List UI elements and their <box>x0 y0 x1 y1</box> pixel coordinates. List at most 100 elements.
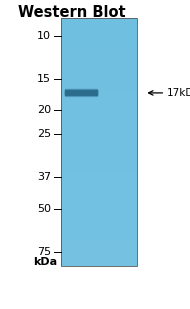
Bar <box>61 176 137 178</box>
Bar <box>61 227 137 229</box>
Bar <box>61 163 137 164</box>
Bar <box>61 122 137 123</box>
Bar <box>61 170 137 171</box>
Bar <box>61 72 137 74</box>
Bar <box>61 44 137 46</box>
Bar <box>61 192 137 193</box>
Bar <box>61 150 137 151</box>
Bar <box>61 118 137 119</box>
Bar <box>61 61 137 62</box>
Bar <box>61 20 137 22</box>
Bar <box>61 129 137 131</box>
Bar <box>61 207 137 208</box>
Bar <box>61 43 137 45</box>
Bar <box>61 63 137 65</box>
Bar <box>61 199 137 201</box>
Bar <box>61 249 137 250</box>
Bar <box>61 50 137 51</box>
Bar <box>61 235 137 236</box>
Bar <box>61 212 137 213</box>
Bar <box>61 159 137 160</box>
Bar <box>61 123 137 125</box>
Bar <box>61 86 137 88</box>
Bar <box>61 252 137 253</box>
Bar <box>61 48 137 49</box>
Bar <box>61 34 137 36</box>
Bar <box>61 111 137 112</box>
Bar <box>61 58 137 60</box>
Text: 37: 37 <box>37 171 51 181</box>
Bar <box>61 114 137 116</box>
Text: 50: 50 <box>37 204 51 214</box>
Bar <box>61 46 137 47</box>
Bar <box>61 153 137 154</box>
Bar <box>61 223 137 225</box>
Bar <box>61 240 137 241</box>
Bar <box>61 97 137 99</box>
Bar <box>61 108 137 110</box>
Bar <box>61 143 137 145</box>
Bar <box>61 112 137 113</box>
Bar <box>61 26 137 28</box>
Bar <box>61 23 137 25</box>
Bar <box>61 100 137 102</box>
Bar <box>61 265 137 266</box>
Bar <box>61 62 137 64</box>
Bar <box>61 28 137 30</box>
Bar <box>61 92 137 94</box>
Bar <box>61 51 137 52</box>
Bar <box>61 135 137 136</box>
Bar <box>61 88 137 89</box>
Bar <box>61 38 137 39</box>
Bar <box>61 150 137 152</box>
Bar <box>61 32 137 33</box>
Bar <box>61 168 137 169</box>
Text: 17kDa: 17kDa <box>167 88 190 98</box>
Bar <box>61 189 137 191</box>
Bar <box>61 146 137 147</box>
Bar <box>61 80 137 81</box>
Bar <box>61 255 137 257</box>
Bar <box>61 170 137 172</box>
Text: Western Blot: Western Blot <box>18 5 126 20</box>
Bar <box>61 52 137 53</box>
Bar <box>61 54 137 56</box>
Bar <box>61 261 137 263</box>
Bar <box>61 250 137 251</box>
Bar <box>61 158 137 159</box>
Bar <box>61 73 137 74</box>
FancyBboxPatch shape <box>65 90 98 96</box>
Bar <box>61 260 137 262</box>
Bar <box>61 154 137 155</box>
Bar <box>61 179 137 180</box>
Bar <box>61 152 137 154</box>
Bar <box>61 70 137 71</box>
Bar <box>61 242 137 243</box>
Bar <box>61 59 137 61</box>
Bar <box>61 224 137 226</box>
Bar <box>61 74 137 75</box>
FancyBboxPatch shape <box>65 91 98 97</box>
Bar <box>61 79 137 80</box>
Bar <box>61 257 137 258</box>
Bar <box>61 167 137 168</box>
Bar <box>61 216 137 217</box>
Bar <box>61 55 137 56</box>
Bar <box>61 25 137 27</box>
Bar <box>61 115 137 116</box>
Bar <box>61 96 137 98</box>
Bar <box>61 247 137 248</box>
Bar <box>61 57 137 59</box>
Bar <box>61 99 137 101</box>
Bar <box>61 203 137 204</box>
Bar <box>61 80 137 82</box>
Bar <box>61 155 137 156</box>
Bar <box>61 190 137 192</box>
Bar <box>61 147 137 149</box>
Bar <box>61 84 137 85</box>
Bar <box>61 180 137 182</box>
Bar <box>61 256 137 258</box>
Bar <box>61 124 137 126</box>
Bar <box>61 177 137 179</box>
Bar <box>61 219 137 221</box>
